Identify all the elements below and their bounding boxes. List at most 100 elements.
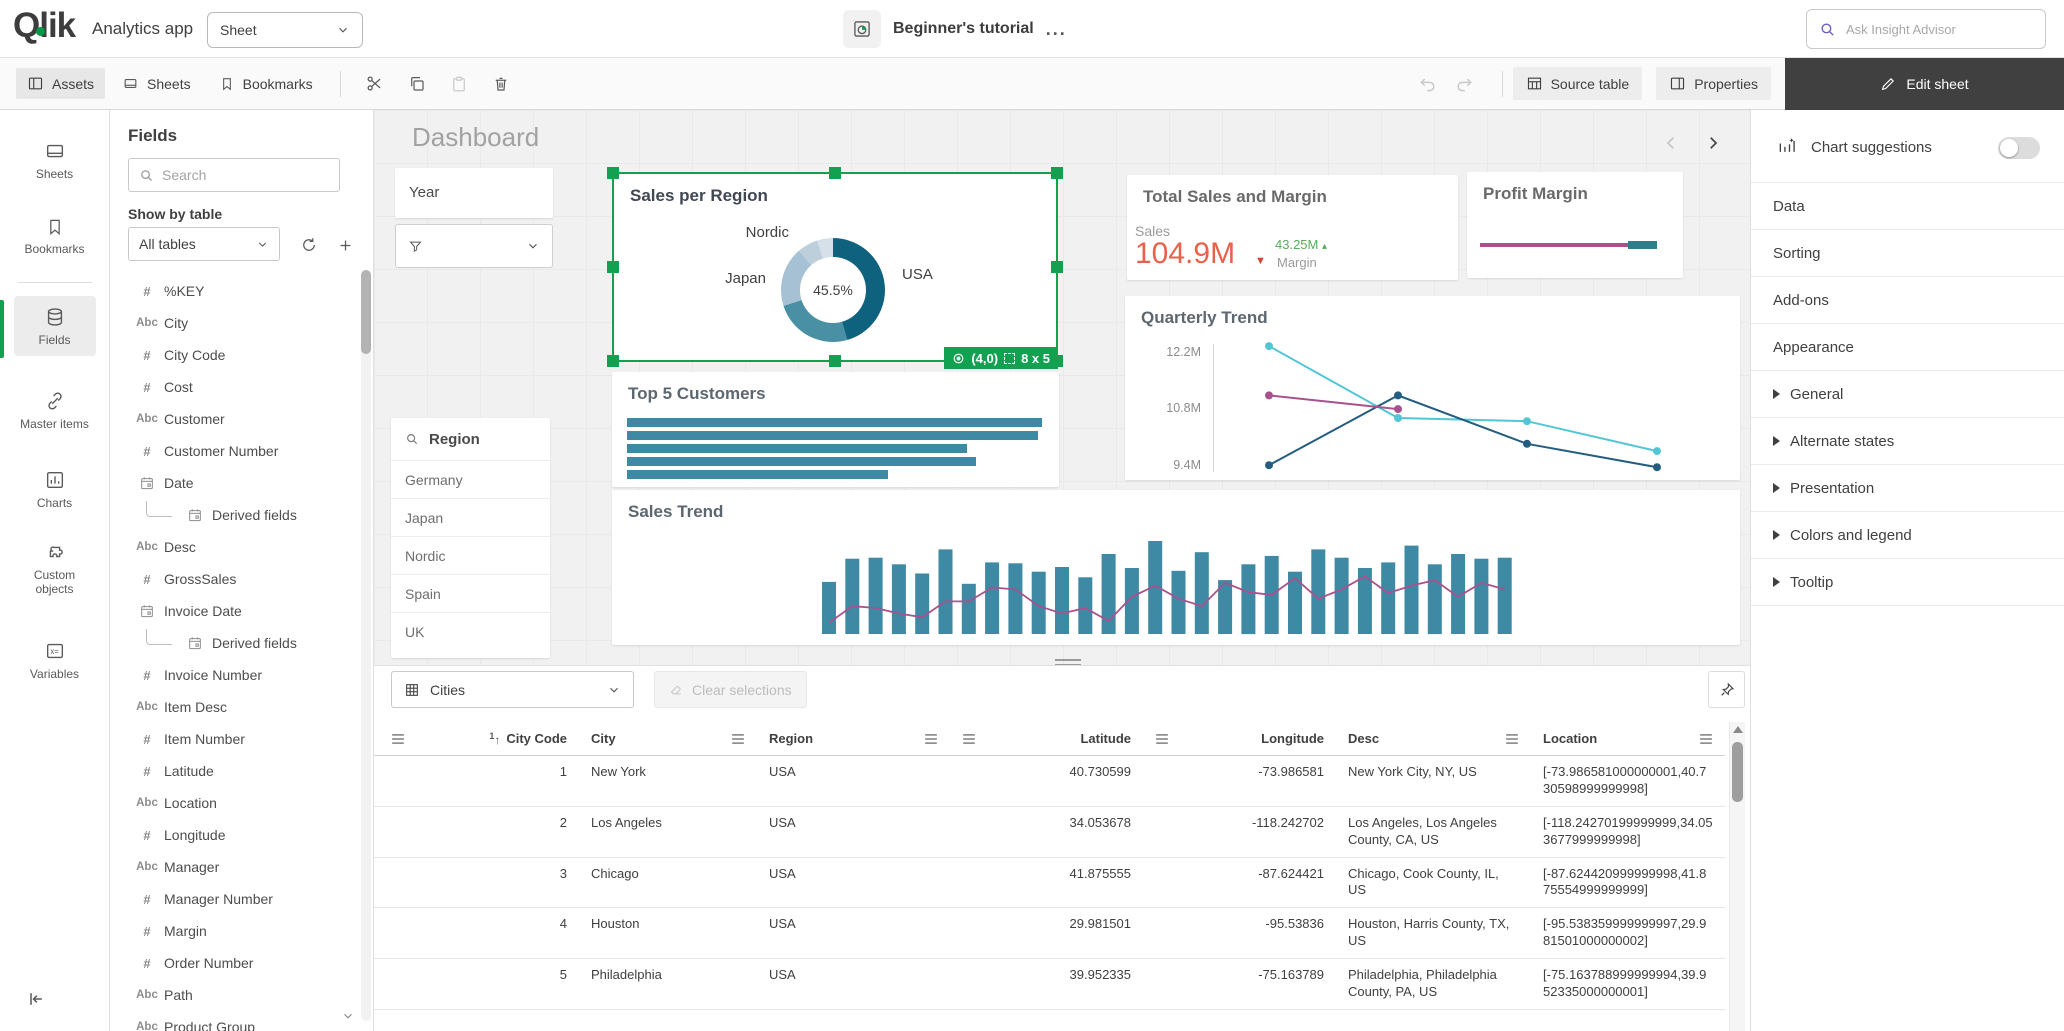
assets-tab[interactable]: Assets [16,68,106,99]
field-item--key[interactable]: # %KEY [110,275,359,307]
table-filter-dropdown[interactable]: All tables [128,227,280,261]
properties-section-sorting[interactable]: Sorting [1751,230,2064,277]
fields-search-input[interactable] [162,167,312,183]
profit-margin-gauge[interactable]: Profit Margin [1467,172,1683,278]
resize-handle[interactable] [1051,167,1063,179]
region-value-spain[interactable]: Spain [391,574,550,612]
customer-bar[interactable] [627,470,889,479]
row-menu-header[interactable] [374,722,421,755]
combo-chart-plot[interactable] [812,518,1732,640]
field-item-manager-number[interactable]: # Manager Number [110,883,359,915]
sales-bar[interactable] [1474,558,1489,634]
associations-button[interactable] [296,232,322,258]
field-item-order-number[interactable]: # Order Number [110,947,359,979]
next-sheet-button[interactable] [1704,134,1722,152]
series-navy-point[interactable] [1265,461,1273,470]
appearance-item-alternate-states[interactable]: Alternate states [1751,418,2064,465]
field-item-derived-fields[interactable]: Derived fields [110,499,359,531]
sales-bar[interactable] [985,562,1000,634]
table-row[interactable]: 5 Philadelphia USA 39.952335 -75.163789 Phila… [374,959,1725,1010]
delete-button[interactable] [483,66,519,102]
chart-suggestions-toggle[interactable] [1998,137,2040,159]
filter-dropdown[interactable] [395,224,553,268]
field-item-location[interactable]: Abc Location [110,787,359,819]
sales-bar[interactable] [1148,541,1163,634]
line-chart-plot[interactable] [1214,334,1734,484]
field-item-customer[interactable]: Abc Customer [110,403,359,435]
series-cyan-point[interactable] [1265,342,1273,351]
column-header-desc[interactable]: Desc [1336,722,1531,755]
column-header-region[interactable]: Region [757,722,950,755]
fields-scrollbar-thumb[interactable] [361,270,371,354]
region-value-nordic[interactable]: Nordic [391,536,550,574]
sidebar-item-master-items[interactable]: Master items [0,380,109,440]
field-item-cost[interactable]: # Cost [110,371,359,403]
series-navy-point[interactable] [1523,439,1531,448]
appearance-item-presentation[interactable]: Presentation [1751,465,2064,512]
customer-bar[interactable] [627,457,976,466]
sales-bar[interactable] [1078,577,1093,634]
sales-bar[interactable] [1008,563,1023,634]
redo-button[interactable] [1446,66,1482,102]
series-navy-point[interactable] [1394,391,1402,400]
total-sales-margin-kpi[interactable]: Total Sales and Margin Sales 104.9M ▼ 43… [1127,175,1458,280]
sales-bar[interactable] [1311,549,1326,634]
sales-bar[interactable] [891,564,906,635]
column-header-city[interactable]: City [579,722,757,755]
bookmarks-tab[interactable]: Bookmarks [208,69,324,99]
field-item-derived-fields[interactable]: Derived fields [110,627,359,659]
year-filter-card[interactable]: Year [395,168,553,218]
previous-sheet-button[interactable] [1662,134,1680,152]
sales-bar[interactable] [961,583,976,634]
sales-bar[interactable] [1124,568,1139,634]
table-row[interactable]: 4 Houston USA 29.981501 -95.53836 Houston, Ha… [374,908,1725,960]
table-scrollbar[interactable] [1729,722,1745,1031]
top-5-customers-chart[interactable]: Top 5 Customers [612,372,1059,487]
field-item-customer-number[interactable]: # Customer Number [110,435,359,467]
sidebar-item-charts[interactable]: Charts [0,459,109,519]
field-item-path[interactable]: Abc Path [110,979,359,1011]
sidebar-item-bookmarks[interactable]: Bookmarks [0,207,109,265]
field-item-grosssales[interactable]: # GrossSales [110,563,359,595]
column-header-longitude[interactable]: Longitude [1143,722,1336,755]
sidebar-item-variables[interactable]: x= Variables [0,630,109,690]
sales-bar[interactable] [868,557,883,634]
add-field-button[interactable] [332,232,358,258]
table-row[interactable]: 3 Chicago USA 41.875555 -87.624421 Chicago, C… [374,858,1725,909]
sidebar-item-fields[interactable]: Fields [0,296,109,356]
donut-chart[interactable]: 45.5% [781,238,885,342]
sales-bar[interactable] [938,549,953,634]
pin-panel-button[interactable] [1708,671,1745,708]
region-value-uk[interactable]: UK [391,612,550,650]
sales-bar[interactable] [822,581,836,634]
sheets-tab[interactable]: Sheets [111,68,202,99]
more-menu-button[interactable]: ... [1045,18,1067,39]
horizontal-bars[interactable] [627,418,1042,483]
column-header-city-code[interactable]: 1↑ City Code [421,722,579,755]
appearance-item-general[interactable]: General [1751,371,2064,418]
region-value-japan[interactable]: Japan [391,498,550,536]
sales-bar[interactable] [1171,570,1186,634]
resize-handle[interactable] [607,167,619,179]
paste-button[interactable] [441,66,477,102]
cut-button[interactable] [357,66,393,102]
series-magenta-point[interactable] [1394,405,1402,414]
series-navy-point[interactable] [1653,463,1661,472]
fields-search[interactable] [128,158,340,192]
column-header-latitude[interactable]: Latitude [950,722,1143,755]
sidebar-item-custom-objects[interactable]: Custom objects [0,531,109,605]
sidebar-item-sheets[interactable]: Sheets [0,130,109,190]
sales-bar[interactable] [1451,554,1466,634]
field-item-item-desc[interactable]: Abc Item Desc [110,691,359,723]
series-magenta-point[interactable] [1265,391,1273,400]
app-thumbnail-icon[interactable] [843,10,881,48]
sales-bar[interactable] [1031,571,1046,634]
column-header-location[interactable]: Location [1531,722,1725,755]
sales-bar[interactable] [1381,562,1396,634]
field-item-margin[interactable]: # Margin [110,915,359,947]
sales-per-region-chart[interactable]: Sales per Region 45.5% Nordic Japan USA … [607,167,1063,369]
resize-handle[interactable] [829,167,841,179]
field-item-city-code[interactable]: # City Code [110,339,359,371]
quarterly-trend-chart[interactable]: Quarterly Trend 12.2M 10.8M 9.4M [1125,296,1740,480]
series-cyan-point[interactable] [1523,417,1531,426]
